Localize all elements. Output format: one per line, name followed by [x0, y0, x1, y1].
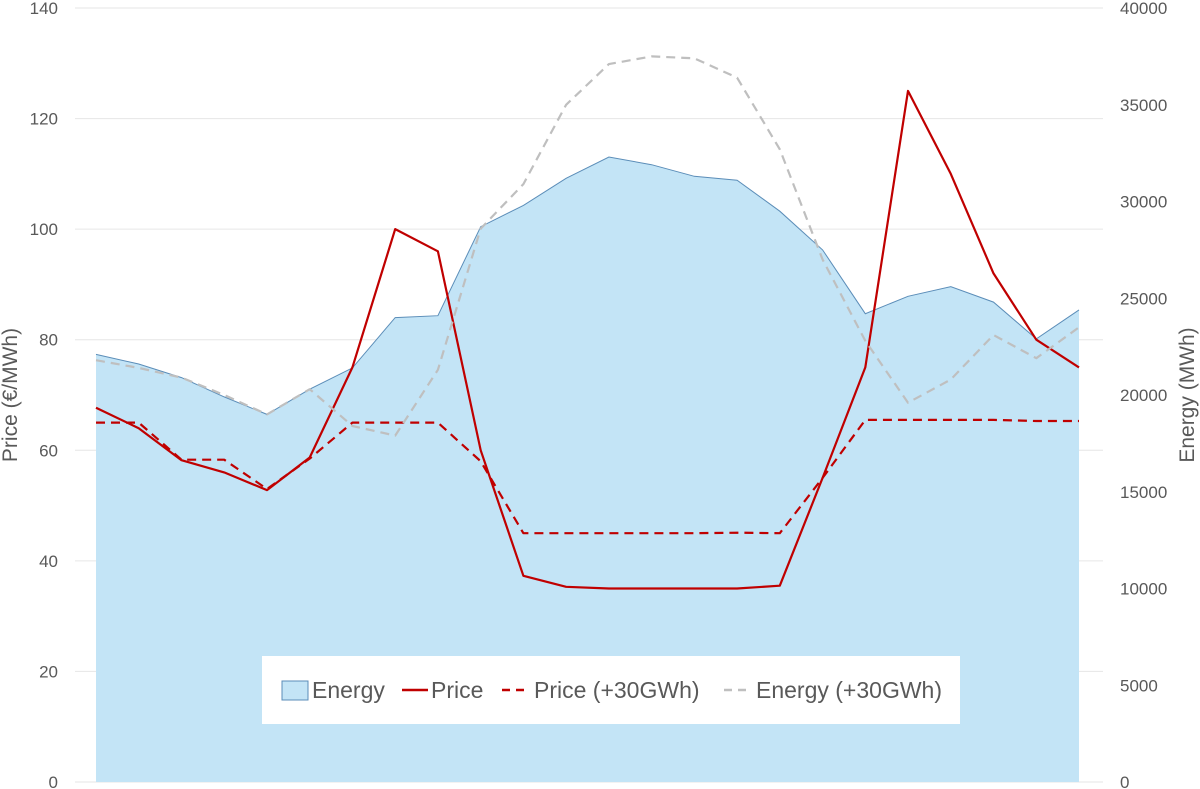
left-tick-label: 20 — [39, 662, 58, 681]
legend: Energy Price Price (+30GWh) Energy (+30G… — [262, 656, 960, 724]
left-tick-label: 40 — [39, 552, 58, 571]
legend-label-energy-30gwh: Energy (+30GWh) — [756, 677, 942, 703]
right-axis-ticks: 0 5000 10000 15000 20000 25000 30000 35000 40000 — [1120, 0, 1167, 789]
left-tick-label: 140 — [30, 0, 58, 18]
left-tick-label: 80 — [39, 331, 58, 350]
lines-layer — [95, 55, 1080, 590]
right-tick-label: 40000 — [1120, 0, 1167, 18]
series-price-line — [95, 89, 1080, 590]
left-tick-label: 60 — [39, 441, 58, 460]
right-tick-label: 10000 — [1120, 580, 1167, 599]
legend-box — [262, 656, 960, 724]
right-tick-label: 20000 — [1120, 386, 1167, 405]
legend-label-energy: Energy — [312, 677, 385, 703]
series-price-30gwh-line — [96, 418, 1079, 535]
right-tick-label: 0 — [1120, 773, 1129, 789]
legend-label-price-30gwh: Price (+30GWh) — [534, 677, 700, 703]
right-tick-label: 35000 — [1120, 96, 1167, 115]
left-axis-ticks: 0 20 40 60 80 100 120 140 — [30, 0, 58, 789]
left-tick-label: 120 — [30, 110, 58, 129]
left-axis-title: Price (€/MWh) — [0, 328, 22, 462]
left-tick-label: 0 — [49, 773, 58, 789]
series-energy-30gwh-line — [95, 55, 1080, 437]
right-tick-label: 30000 — [1120, 193, 1167, 212]
right-tick-label: 15000 — [1120, 483, 1167, 502]
right-axis-title: Energy (MWh) — [1176, 327, 1199, 462]
right-tick-label: 5000 — [1120, 676, 1158, 695]
legend-label-price: Price — [431, 677, 483, 703]
right-tick-label: 25000 — [1120, 289, 1167, 308]
series-energy-area — [96, 157, 1079, 782]
left-tick-label: 100 — [30, 220, 58, 239]
legend-swatch-energy — [281, 680, 309, 701]
